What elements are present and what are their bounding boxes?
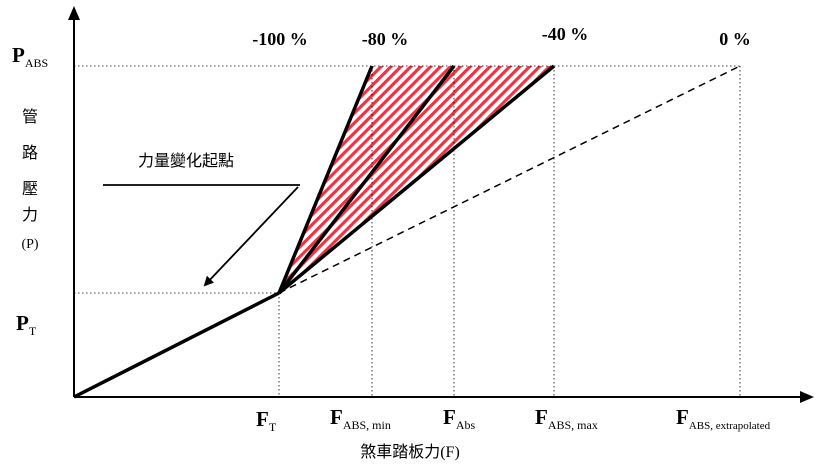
f-t-label: FT bbox=[256, 407, 277, 434]
initial-force-line bbox=[73, 291, 280, 399]
f-abs-extrapolated-label: FABS, extrapolated bbox=[676, 405, 771, 432]
x-axis-arrow bbox=[800, 391, 814, 403]
line-abs bbox=[277, 64, 456, 295]
line-extrapolated bbox=[278, 65, 741, 294]
dotted-guides bbox=[74, 65, 741, 397]
line-minus-80 bbox=[277, 65, 374, 294]
y-axis-title-char: 路 bbox=[22, 144, 38, 162]
annotation-arrow bbox=[203, 186, 299, 287]
label-minus-40: -40 % bbox=[542, 24, 589, 44]
y-axis-title-char: 壓 bbox=[22, 180, 38, 198]
y-axis-title-char: 力 bbox=[22, 206, 38, 224]
p-abs-label: PABS bbox=[12, 43, 48, 70]
p-t-label: PT bbox=[16, 311, 37, 338]
x-axis-title: 煞車踏板力(F) bbox=[360, 443, 460, 461]
label-zero: 0 % bbox=[719, 29, 751, 49]
f-abs-min-label: FABS, min bbox=[330, 405, 391, 432]
y-axis-arrow bbox=[68, 6, 80, 20]
annotation-label: 力量變化起點 bbox=[138, 152, 234, 170]
line-minus-40 bbox=[277, 64, 556, 295]
f-abs-label: FAbs bbox=[443, 405, 475, 432]
label-minus-100: -100 % bbox=[252, 29, 308, 49]
y-axis-title: 管 路 壓 力 (P) bbox=[21, 108, 38, 252]
y-axis-title-char: 管 bbox=[22, 108, 38, 126]
y-axis-title-unit: (P) bbox=[21, 237, 38, 252]
f-abs-max-label: FABS, max bbox=[535, 405, 598, 432]
label-minus-80: -80 % bbox=[362, 29, 409, 49]
